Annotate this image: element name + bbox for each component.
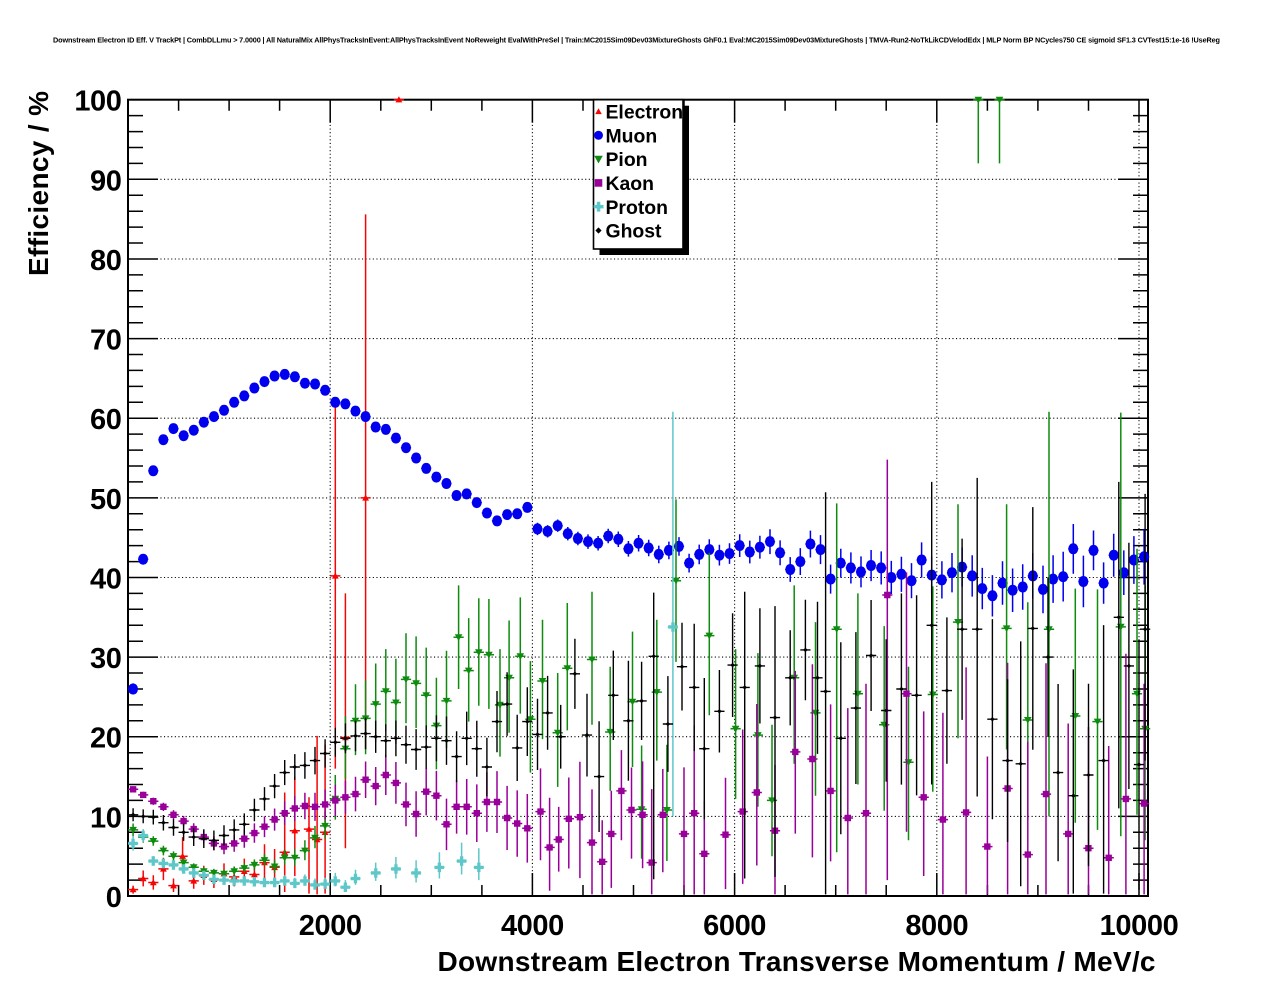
- svg-text:20: 20: [90, 723, 121, 755]
- svg-text:Efficiency / %: Efficiency / %: [23, 91, 54, 276]
- svg-text:50: 50: [90, 484, 121, 516]
- svg-text:10000: 10000: [1100, 910, 1179, 942]
- svg-text:100: 100: [74, 86, 121, 118]
- svg-text:0: 0: [106, 882, 122, 914]
- svg-text:Ghost: Ghost: [606, 221, 663, 243]
- svg-text:10: 10: [90, 802, 121, 834]
- svg-text:Downstream Electron ID Eff. V: Downstream Electron ID Eff. V TrackPt | …: [53, 36, 1220, 45]
- svg-text:2000: 2000: [299, 910, 362, 942]
- svg-text:40: 40: [90, 564, 121, 596]
- svg-text:30: 30: [90, 643, 121, 675]
- svg-text:Proton: Proton: [606, 197, 668, 219]
- svg-text:90: 90: [90, 165, 121, 197]
- svg-text:6000: 6000: [703, 910, 766, 942]
- svg-text:Pion: Pion: [606, 149, 648, 171]
- svg-text:60: 60: [90, 404, 121, 436]
- svg-text:80: 80: [90, 245, 121, 277]
- svg-text:Muon: Muon: [606, 125, 658, 147]
- svg-text:Kaon: Kaon: [606, 173, 654, 195]
- svg-text:Downstream Electron Transverse: Downstream Electron Transverse Momentum …: [438, 946, 1156, 977]
- svg-text:70: 70: [90, 325, 121, 357]
- svg-text:4000: 4000: [501, 910, 564, 942]
- svg-text:8000: 8000: [905, 910, 968, 942]
- svg-text:Electron: Electron: [606, 102, 684, 124]
